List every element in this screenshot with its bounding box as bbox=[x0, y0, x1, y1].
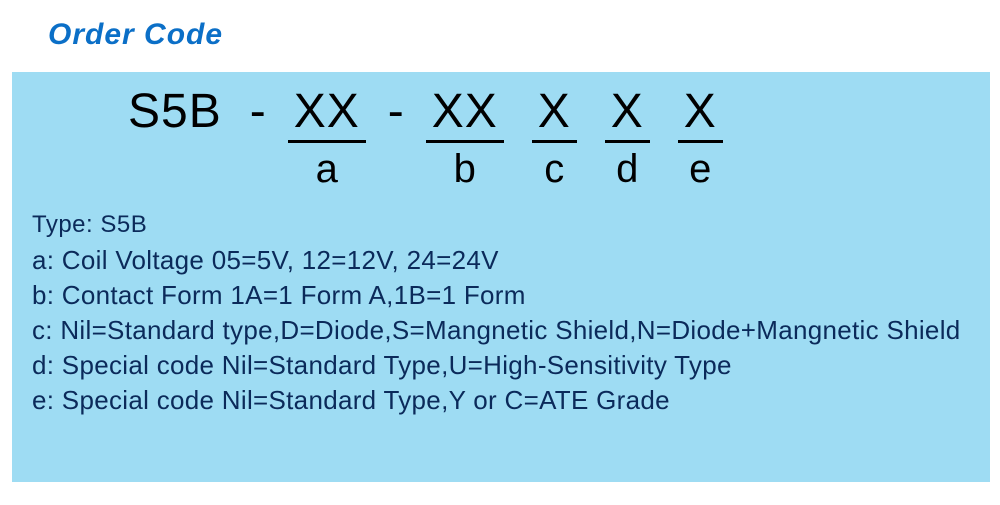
code-slot-b: XX b bbox=[426, 88, 504, 189]
description-block: Type: S5B a: Coil Voltage 05=5V, 12=12V,… bbox=[32, 211, 970, 416]
type-line: Type: S5B bbox=[32, 211, 970, 239]
slot-d-label: d bbox=[616, 149, 638, 189]
desc-d: d: Special code Nil=Standard Type,U=High… bbox=[32, 350, 970, 381]
section-title: Order Code bbox=[48, 18, 223, 52]
slot-c-placeholder: X bbox=[532, 88, 577, 143]
separator-2: - bbox=[366, 88, 426, 136]
order-code-panel: S5B - XX a - XX b X c X d X e Type: S5B … bbox=[12, 72, 990, 482]
desc-c: c: Nil=Standard type,D=Diode,S=Mangnetic… bbox=[32, 315, 970, 346]
slot-a-placeholder: XX bbox=[288, 88, 366, 143]
code-slot-d: X d bbox=[605, 88, 650, 189]
desc-e: e: Special code Nil=Standard Type,Y or C… bbox=[32, 385, 970, 416]
code-slot-c: X c bbox=[532, 88, 577, 189]
slot-a-label: a bbox=[316, 149, 338, 189]
desc-b: b: Contact Form 1A=1 Form A,1B=1 Form bbox=[32, 280, 970, 311]
code-prefix-text: S5B bbox=[122, 88, 228, 140]
slot-b-placeholder: XX bbox=[426, 88, 504, 143]
slot-e-placeholder: X bbox=[678, 88, 723, 143]
slot-e-label: e bbox=[689, 149, 711, 189]
slot-c-label: c bbox=[544, 149, 564, 189]
slot-d-placeholder: X bbox=[605, 88, 650, 143]
desc-a: a: Coil Voltage 05=5V, 12=12V, 24=24V bbox=[32, 245, 970, 276]
code-slot-a: XX a bbox=[288, 88, 366, 189]
separator-1: - bbox=[228, 88, 288, 136]
order-code-pattern: S5B - XX a - XX b X c X d X e bbox=[122, 88, 970, 189]
code-prefix: S5B bbox=[122, 88, 228, 140]
code-slot-e: X e bbox=[678, 88, 723, 189]
slot-b-label: b bbox=[454, 149, 476, 189]
